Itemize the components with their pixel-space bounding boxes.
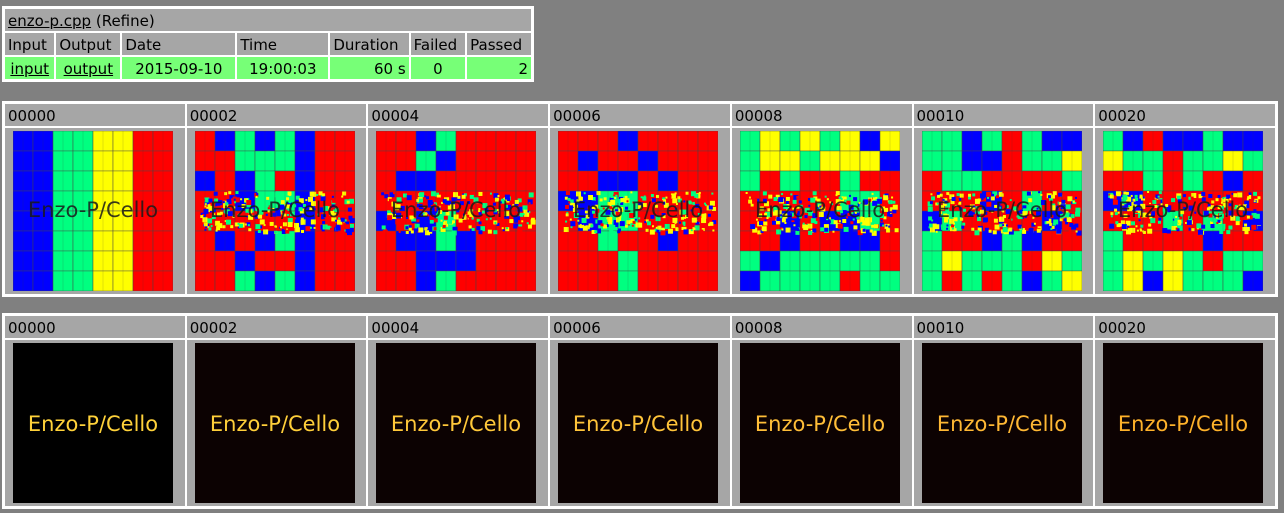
mesh-image-cell: Enzo-P/Cello xyxy=(5,128,185,294)
header-passed: Passed xyxy=(467,33,531,55)
density-frame-logo: Enzo-P/Cello xyxy=(573,412,703,436)
mesh-cycle-label: 00006 xyxy=(550,104,730,126)
mesh-refinement-image[interactable]: Enzo-P/Cello xyxy=(13,131,173,291)
passed-count: 2 xyxy=(467,57,531,79)
time-value: 19:00:03 xyxy=(237,57,329,79)
density-image[interactable]: Enzo-P/Cello xyxy=(194,343,355,503)
failed-count: 0 xyxy=(410,57,466,79)
density-cycle-label: 00020 xyxy=(1095,316,1275,338)
header-input: Input xyxy=(5,33,55,55)
mesh-frame-logo: Enzo-P/Cello xyxy=(936,198,1066,222)
density-frame-logo: Enzo-P/Cello xyxy=(210,412,340,436)
source-file-link[interactable]: enzo-p.cpp xyxy=(8,11,92,30)
density-cycle-label: 00000 xyxy=(5,316,185,338)
mesh-refinement-image[interactable]: Enzo-P/Cello xyxy=(558,131,719,291)
mesh-refinement-image[interactable]: Enzo-P/Cello xyxy=(1103,131,1264,291)
mesh-frame-logo: Enzo-P/Cello xyxy=(210,198,340,222)
density-image-cell: Enzo-P/Cello xyxy=(913,340,1094,506)
density-image-cell: Enzo-P/Cello xyxy=(731,340,912,506)
mesh-image-cell: Enzo-P/Cello xyxy=(368,128,549,294)
input-link[interactable]: input xyxy=(10,59,49,78)
density-cycle-label: 00010 xyxy=(913,316,1094,338)
test-type-label: (Refine) xyxy=(95,11,155,30)
density-image[interactable]: Enzo-P/Cello xyxy=(739,343,900,503)
mesh-cycle-label: 00002 xyxy=(186,104,367,126)
date-value: 2015-09-10 xyxy=(122,57,236,79)
density-image-cell: Enzo-P/Cello xyxy=(368,340,549,506)
density-image-cell: Enzo-P/Cello xyxy=(550,340,730,506)
header-time: Time xyxy=(237,33,329,55)
density-cycle-label: 00006 xyxy=(550,316,730,338)
density-image[interactable]: Enzo-P/Cello xyxy=(376,343,537,503)
mesh-image-grid: 00000 00002 00004 00006 00008 00010 00020 Enzo… xyxy=(2,101,1278,297)
mesh-cycle-label: 00008 xyxy=(731,104,912,126)
test-summary-table: enzo-p.cpp (Refine) Input Output Date Ti… xyxy=(2,6,534,82)
mesh-frame-logo: Enzo-P/Cello xyxy=(573,198,703,222)
summary-header-row: Input Output Date Time Duration Failed P… xyxy=(5,33,531,55)
mesh-image-cell: Enzo-P/Cello xyxy=(1095,128,1275,294)
mesh-refinement-image[interactable]: Enzo-P/Cello xyxy=(739,131,900,291)
output-link[interactable]: output xyxy=(63,59,114,78)
mesh-cycle-label: 00020 xyxy=(1095,104,1275,126)
density-cycle-label: 00004 xyxy=(368,316,549,338)
mesh-refinement-image[interactable]: Enzo-P/Cello xyxy=(921,131,1082,291)
mesh-frame-logo: Enzo-P/Cello xyxy=(1118,198,1248,222)
density-image[interactable]: Enzo-P/Cello xyxy=(13,343,173,503)
density-image[interactable]: Enzo-P/Cello xyxy=(921,343,1082,503)
density-cycle-label: 00008 xyxy=(731,316,912,338)
mesh-image-cell: Enzo-P/Cello xyxy=(186,128,367,294)
density-frame-logo: Enzo-P/Cello xyxy=(28,412,158,436)
test-title: enzo-p.cpp (Refine) xyxy=(5,9,531,31)
density-frame-logo: Enzo-P/Cello xyxy=(1118,412,1248,436)
header-duration: Duration xyxy=(330,33,409,55)
density-image-cell: Enzo-P/Cello xyxy=(1095,340,1275,506)
mesh-image-cell: Enzo-P/Cello xyxy=(913,128,1094,294)
mesh-cycle-label: 00000 xyxy=(5,104,185,126)
density-image[interactable]: Enzo-P/Cello xyxy=(558,343,719,503)
density-image-cell: Enzo-P/Cello xyxy=(5,340,185,506)
mesh-cycle-label: 00010 xyxy=(913,104,1094,126)
input-cell: input xyxy=(5,57,55,79)
header-date: Date xyxy=(122,33,236,55)
mesh-frame-logo: Enzo-P/Cello xyxy=(28,198,158,222)
duration-value: 60 s xyxy=(330,57,409,79)
density-cycle-label: 00002 xyxy=(186,316,367,338)
mesh-refinement-image[interactable]: Enzo-P/Cello xyxy=(194,131,355,291)
header-output: Output xyxy=(56,33,121,55)
density-image-cell: Enzo-P/Cello xyxy=(186,340,367,506)
density-image-grid: 00000 00002 00004 00006 00008 00010 00020 Enzo… xyxy=(2,313,1278,509)
density-frame-logo: Enzo-P/Cello xyxy=(391,412,521,436)
header-failed: Failed xyxy=(410,33,466,55)
mesh-image-cell: Enzo-P/Cello xyxy=(550,128,730,294)
output-cell: output xyxy=(56,57,121,79)
density-frame-logo: Enzo-P/Cello xyxy=(755,412,885,436)
density-image[interactable]: Enzo-P/Cello xyxy=(1103,343,1264,503)
summary-value-row: input output 2015-09-10 19:00:03 60 s 0 … xyxy=(5,57,531,79)
mesh-image-cell: Enzo-P/Cello xyxy=(731,128,912,294)
mesh-frame-logo: Enzo-P/Cello xyxy=(755,198,885,222)
density-frame-logo: Enzo-P/Cello xyxy=(936,412,1066,436)
mesh-cycle-label: 00004 xyxy=(368,104,549,126)
mesh-refinement-image[interactable]: Enzo-P/Cello xyxy=(376,131,537,291)
mesh-frame-logo: Enzo-P/Cello xyxy=(391,198,521,222)
